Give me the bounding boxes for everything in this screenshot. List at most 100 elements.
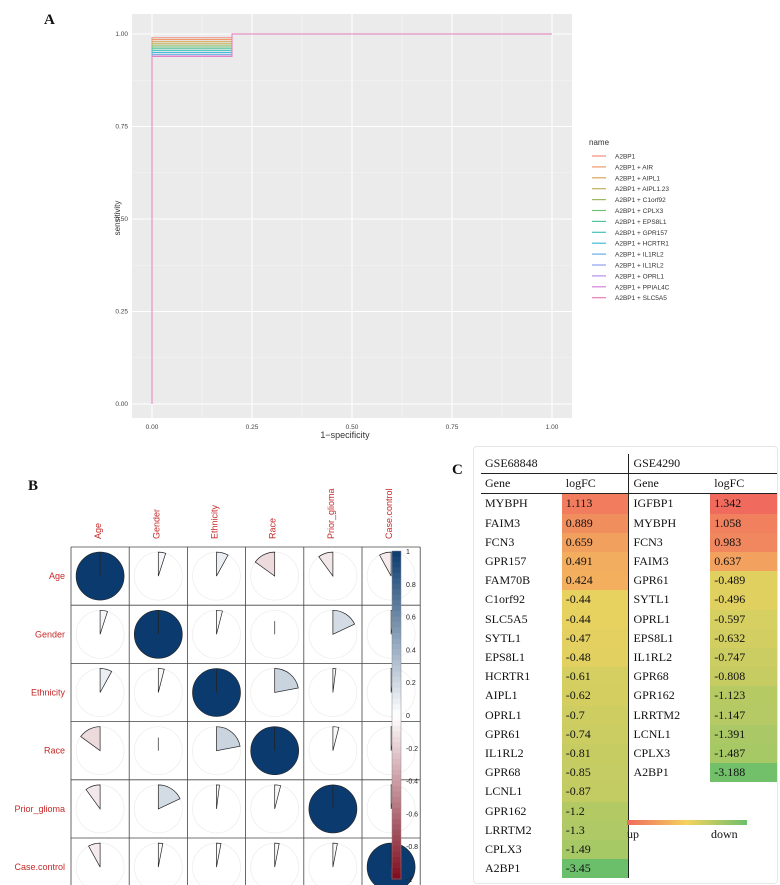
table-row: AIPL1 -0.62 GPR162 -1.123 [481, 686, 777, 706]
corr-column-label: Gender [151, 509, 161, 539]
corr-scale-tick-label: -1 [406, 877, 412, 884]
gene-cell [628, 782, 711, 802]
corr-scale-segment [392, 671, 401, 678]
gene-logfc-table-panel: GSE68848 GSE4290 Gene logFC Gene logFC M… [473, 446, 778, 884]
gene-cell: LCNL1 [485, 784, 523, 799]
logfc-cell: -1.123 [710, 686, 777, 706]
roc-legend-label: A2BP1 + IL1RL2 [615, 263, 664, 270]
corr-scale-segment [392, 665, 401, 672]
corr-scale-segment [392, 742, 401, 749]
corr-scale-tick-label: 0 [406, 713, 410, 720]
logfc-cell: -0.597 [710, 609, 777, 629]
corr-pie-wedge [274, 842, 280, 868]
roc-legend-label: A2BP1 + CPLX3 [615, 208, 664, 215]
gene-cell: AIPL1 [485, 688, 518, 703]
roc-y-tick-label: 0.25 [115, 309, 128, 316]
column-header-logfc: logFC [710, 473, 777, 495]
corr-row-label: Ethnicity [31, 688, 66, 698]
gene-cell: GPR68 [628, 667, 711, 687]
roc-legend-label: A2BP1 + C1orf92 [615, 197, 666, 204]
logfc-cell: -1.391 [710, 724, 777, 745]
corr-cell-outline [250, 609, 300, 659]
corr-pie-wedge [332, 842, 338, 868]
table-row: LRRTM2 -1.3 [481, 820, 777, 841]
corr-scale-tick-label: -0.2 [406, 746, 418, 753]
roc-x-tick-label: 0.75 [446, 424, 459, 431]
logfc-cell: -0.74 [561, 724, 629, 745]
logfc-cell: -0.7 [561, 705, 629, 725]
corr-scale-segment [392, 660, 401, 667]
corr-scale-segment [392, 551, 401, 558]
corr-scale-segment [392, 600, 401, 607]
corr-scale-tick-label: -0.8 [406, 844, 418, 851]
gene-cell: IL1RL2 [485, 746, 524, 761]
gene-cell: SLC5A5 [485, 611, 528, 626]
gene-cell: A2BP1 [628, 763, 711, 783]
table-row: FCN3 0.659 FCN3 0.983 [481, 532, 777, 553]
logfc-cell: -1.2 [561, 801, 629, 821]
gene-cell [628, 859, 711, 879]
gene-cell: EPS8L1 [485, 650, 526, 665]
table-row: CPLX3 -1.49 [481, 840, 777, 860]
corr-scale-tick-label: 0.8 [406, 582, 416, 589]
logfc-cell: -0.47 [561, 628, 629, 649]
logfc-cell: -0.61 [561, 667, 629, 687]
logfc-cell: 0.983 [710, 532, 777, 553]
gene-cell: GPR157 [485, 554, 527, 569]
corr-scale-segment [392, 764, 401, 771]
corr-scale-segment [392, 835, 401, 842]
corr-scale-segment [392, 846, 401, 853]
gene-cell: SYTL1 [485, 630, 521, 645]
logfc-cell: -0.44 [561, 609, 629, 629]
corr-scale-segment [392, 851, 401, 858]
logfc-cell: 0.637 [710, 552, 777, 572]
table-row: LCNL1 -0.87 [481, 782, 777, 802]
table-row: SYTL1 -0.47 EPS8L1 -0.632 [481, 628, 777, 649]
roc-x-tick-label: 0.00 [146, 424, 159, 431]
corr-column-label: Prior_glioma [326, 488, 336, 539]
corr-scale-segment [392, 627, 401, 634]
dataset-header-gse68848: GSE68848 [481, 454, 629, 475]
logfc-cell: -0.85 [561, 763, 629, 783]
corr-scale-segment [392, 605, 401, 612]
corr-pie-wedge [216, 551, 229, 577]
corr-scale-segment [392, 561, 401, 568]
logfc-cell: 0.889 [561, 513, 629, 533]
roc-legend-label: A2BP1 [615, 154, 636, 161]
gene-cell: LRRTM2 [485, 822, 532, 837]
logfc-cell [710, 840, 777, 859]
corr-scale-segment [392, 824, 401, 831]
corr-scale-segment [392, 687, 401, 694]
table-row: A2BP1 -3.45 [481, 859, 777, 879]
logfc-cell: -0.87 [561, 782, 629, 802]
corr-scale-segment [392, 693, 401, 700]
corr-scale-segment [392, 715, 401, 722]
column-header-logfc: logFC [561, 473, 629, 495]
column-header-gene: Gene [481, 473, 562, 495]
table-row: C1orf92 -0.44 SYTL1 -0.496 [481, 590, 777, 610]
logfc-cell: 1.113 [561, 493, 629, 514]
corr-cells [70, 546, 421, 885]
gene-cell: CPLX3 [628, 744, 711, 764]
roc-y-tick-label: 0.75 [115, 124, 128, 131]
roc-y-tick-label: 1.00 [115, 31, 128, 38]
corr-scale-segment [392, 840, 401, 847]
table-row: GPR157 0.491 FAIM3 0.637 [481, 552, 777, 572]
color-legend-bar [627, 820, 747, 825]
corr-column-label: Ethnicity [210, 504, 220, 539]
roc-legend-label: A2BP1 + AIR [615, 164, 653, 171]
corr-scale-segment [392, 720, 401, 727]
corr-row-labels: Age Gender Ethnicity Race Prior_glioma Case.c… [14, 571, 65, 872]
corr-pie-wedge [85, 784, 101, 810]
legend-up-label: up [627, 827, 639, 841]
corr-row-label: Prior_glioma [14, 804, 65, 814]
gene-cell: GPR162 [485, 803, 527, 818]
corr-scale-tick-label: 1 [406, 549, 410, 556]
roc-series-line [151, 33, 552, 404]
corr-row-label: Case.control [14, 862, 65, 872]
corr-pie-wedge [157, 842, 164, 868]
gene-cell: CPLX3 [485, 842, 522, 857]
corr-scale-segment [392, 643, 401, 650]
corr-scale-tick-label: 0.6 [406, 615, 416, 622]
corr-pie-wedge [318, 551, 334, 578]
